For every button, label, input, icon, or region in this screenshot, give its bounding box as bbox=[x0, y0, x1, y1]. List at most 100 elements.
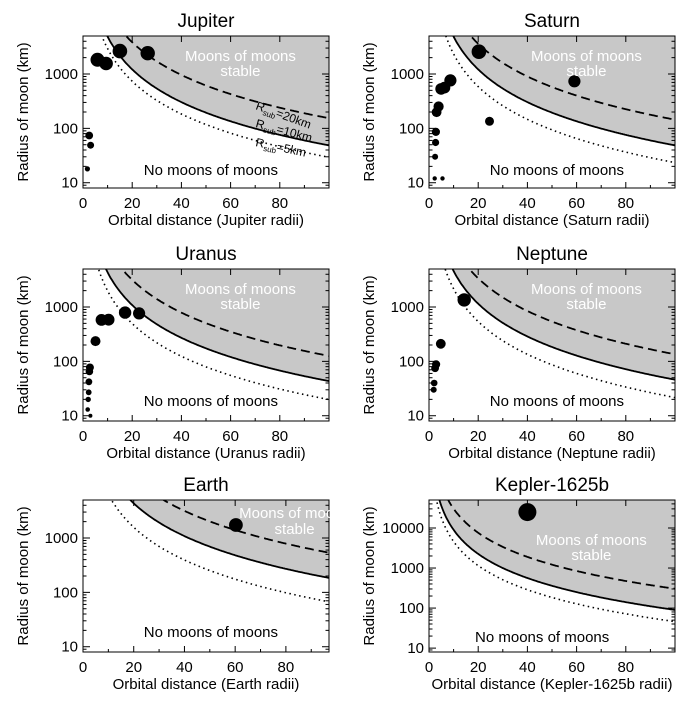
moon-point bbox=[85, 363, 94, 372]
x-tick-label: 20 bbox=[470, 428, 487, 445]
moon-point bbox=[99, 56, 113, 71]
panel-title: Uranus bbox=[175, 244, 236, 265]
unstable-label: No moons of moons bbox=[490, 393, 624, 410]
y-tick-label: 1000 bbox=[391, 66, 424, 83]
y-tick-label: 1000 bbox=[45, 299, 78, 316]
x-axis-label: Orbital distance (Uranus radii) bbox=[106, 445, 305, 462]
moon-point bbox=[471, 44, 487, 59]
y-tick-label: 100 bbox=[399, 120, 424, 137]
stable-region bbox=[107, 36, 329, 146]
unstable-label: No moons of moons bbox=[475, 629, 609, 646]
moon-point bbox=[88, 413, 93, 418]
moon-point bbox=[432, 153, 439, 160]
moon-point bbox=[102, 313, 115, 326]
stable-label-line2: stable bbox=[566, 63, 606, 80]
moon-point bbox=[229, 518, 243, 532]
x-axis-label: Orbital distance (Saturn radii) bbox=[454, 212, 649, 229]
stable-label-line1: Moons of moons bbox=[536, 532, 647, 549]
curve-dotted bbox=[444, 36, 675, 164]
curve-label-r5: Rsub=5km bbox=[254, 135, 307, 161]
curve-solid bbox=[452, 36, 675, 147]
y-tick-label: 10000 bbox=[382, 520, 424, 537]
y-tick-label: 100 bbox=[53, 353, 78, 370]
curve-dotted bbox=[97, 269, 329, 401]
moon-point bbox=[85, 131, 94, 140]
panel-title: Saturn bbox=[524, 11, 580, 32]
moon-point bbox=[118, 306, 132, 319]
x-tick-label: 40 bbox=[519, 428, 536, 445]
moon-point bbox=[433, 101, 444, 112]
x-tick-label: 60 bbox=[568, 659, 585, 676]
y-tick-label: 1000 bbox=[391, 560, 424, 577]
curve-dashed bbox=[447, 500, 675, 590]
moon-point bbox=[133, 307, 146, 320]
x-tick-label: 80 bbox=[271, 195, 288, 212]
y-axis-label: Radius of moon (km) bbox=[15, 275, 32, 414]
x-tick-label: 40 bbox=[173, 195, 190, 212]
moon-point bbox=[430, 379, 438, 387]
panel-saturn: 0 20 40 60 80 10 100 1000 Saturn Orbital distance… bbox=[361, 11, 676, 229]
moon-point bbox=[440, 176, 445, 181]
moon-point bbox=[432, 138, 440, 147]
curve-solid bbox=[438, 500, 675, 611]
moon-point bbox=[432, 176, 437, 181]
y-tick-label: 1000 bbox=[391, 299, 424, 316]
moon-point bbox=[518, 503, 537, 522]
moon-point bbox=[140, 46, 155, 61]
moon-point bbox=[84, 166, 90, 172]
y-tick-label: 10 bbox=[61, 408, 78, 425]
panel-jupiter: 0 20 40 60 80 10 100 1000 Jupiter Orbital distanc… bbox=[15, 11, 330, 229]
y-tick-label: 10 bbox=[407, 408, 424, 425]
x-tick-label: 20 bbox=[470, 195, 487, 212]
x-tick-label: 40 bbox=[519, 659, 536, 676]
y-axis-label: Radius of moon (km) bbox=[361, 275, 378, 414]
x-tick-label: 60 bbox=[227, 659, 244, 676]
y-tick-label: 1000 bbox=[45, 530, 78, 547]
stable-region bbox=[452, 269, 675, 380]
x-tick-label: 20 bbox=[124, 195, 141, 212]
stable-region bbox=[105, 269, 329, 382]
x-tick-label: 0 bbox=[79, 659, 87, 676]
x-axis-label: Orbital distance (Kepler-1625b radii) bbox=[432, 676, 673, 693]
x-tick-label: 80 bbox=[617, 428, 634, 445]
moon-point bbox=[85, 407, 90, 412]
moon-point bbox=[432, 360, 441, 369]
panel-neptune: 0 20 40 60 80 10 100 1000 Neptune Orbital distanc… bbox=[361, 244, 676, 462]
x-tick-label: 20 bbox=[125, 659, 142, 676]
moon-point bbox=[85, 378, 93, 386]
x-tick-label: 60 bbox=[222, 428, 239, 445]
panel-uranus: 0 20 40 60 80 10 100 1000 Uranus Orbital distance… bbox=[15, 244, 330, 462]
x-tick-label: 0 bbox=[79, 195, 87, 212]
moon-point bbox=[444, 74, 457, 87]
y-tick-label: 10 bbox=[407, 640, 424, 657]
curve-solid bbox=[106, 36, 329, 147]
y-tick-label: 100 bbox=[399, 600, 424, 617]
panel-title: Neptune bbox=[516, 244, 588, 265]
unstable-label: No moons of moons bbox=[490, 162, 624, 179]
y-axis-label: Radius of moon (km) bbox=[361, 506, 378, 645]
unstable-label: No moons of moons bbox=[144, 162, 278, 179]
x-tick-label: 80 bbox=[617, 659, 634, 676]
x-tick-label: 0 bbox=[425, 195, 433, 212]
curve-solid bbox=[128, 500, 329, 579]
y-tick-label: 1000 bbox=[45, 66, 78, 83]
stable-label-line1: Moons of moons bbox=[531, 281, 642, 298]
x-axis-label: Orbital distance (Jupiter radii) bbox=[108, 212, 304, 229]
x-tick-label: 0 bbox=[425, 659, 433, 676]
moon-point bbox=[430, 386, 437, 393]
stable-label-line1: Moons of moons bbox=[185, 48, 296, 65]
unstable-label: No moons of moons bbox=[144, 624, 278, 641]
y-tick-label: 100 bbox=[53, 120, 78, 137]
stable-label-line2: stable bbox=[275, 521, 315, 538]
x-tick-label: 80 bbox=[278, 659, 295, 676]
moon-point bbox=[85, 396, 91, 403]
moon-point bbox=[85, 389, 92, 396]
y-axis-label: Radius of moon (km) bbox=[15, 42, 32, 181]
moon-point bbox=[87, 141, 95, 149]
panel-title: Earth bbox=[183, 475, 228, 496]
panel-title: Kepler-1625b bbox=[495, 475, 609, 496]
moon-point bbox=[431, 127, 440, 136]
moon-point bbox=[485, 116, 494, 126]
moon-point bbox=[90, 336, 101, 347]
